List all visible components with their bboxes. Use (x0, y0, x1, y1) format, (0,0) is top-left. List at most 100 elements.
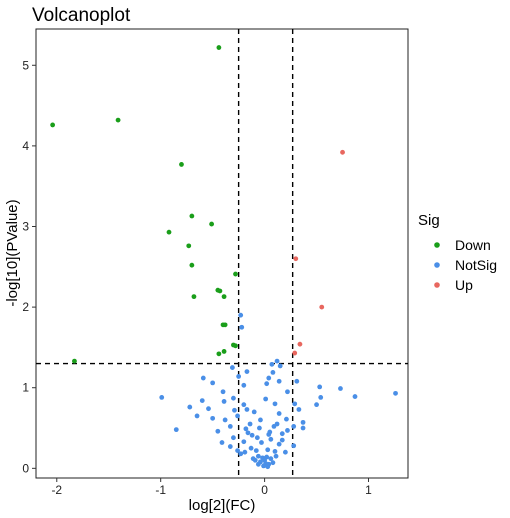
point-notsig-68 (272, 448, 278, 454)
point-notsig-21 (318, 394, 324, 400)
point-notsig-32 (187, 404, 193, 410)
x-tick-label-1: -1 (155, 483, 166, 497)
point-notsig-14 (294, 378, 300, 384)
point-down-4 (189, 213, 195, 219)
point-down-11 (217, 288, 223, 294)
x-tick-label-2: 0 (261, 483, 268, 497)
point-notsig-62 (276, 441, 282, 447)
point-notsig-35 (235, 413, 240, 419)
point-notsig-80 (261, 463, 266, 469)
point-notsig-28 (272, 401, 278, 407)
point-notsig-61 (268, 436, 274, 442)
point-notsig-33 (206, 406, 211, 412)
point-notsig-93 (267, 429, 273, 435)
point-notsig-0 (238, 312, 244, 318)
legend-items: Down NotSig Up (434, 237, 497, 293)
y-tick-label-1: 1 (22, 381, 29, 395)
point-notsig-26 (244, 407, 250, 412)
point-down-13 (221, 294, 227, 300)
point-notsig-56 (215, 428, 221, 434)
point-notsig-7 (236, 374, 242, 379)
x-axis: -2 -1 0 1 (51, 478, 372, 497)
legend-swatch-notsig (434, 262, 440, 268)
x-tick-label-0: -2 (51, 483, 62, 497)
point-notsig-55 (173, 427, 179, 433)
point-up-1 (293, 256, 299, 262)
plot-panel (35, 28, 409, 479)
point-notsig-25 (241, 402, 247, 408)
point-notsig-85 (250, 456, 256, 462)
point-notsig-41 (194, 413, 200, 419)
point-notsig-22 (199, 398, 205, 404)
point-notsig-29 (292, 401, 298, 407)
point-notsig-87 (282, 449, 288, 455)
point-notsig-3 (269, 361, 275, 367)
point-notsig-50 (249, 432, 255, 438)
legend-swatch-down (434, 242, 440, 248)
point-notsig-2 (274, 358, 280, 364)
point-notsig-92 (220, 389, 226, 395)
point-notsig-63 (219, 440, 225, 445)
point-down-12 (191, 294, 197, 300)
point-notsig-16 (317, 384, 323, 390)
point-down-0 (50, 122, 56, 128)
point-notsig-30 (296, 407, 302, 412)
x-tick-label-3: 1 (365, 483, 372, 497)
point-down-6 (209, 221, 215, 227)
point-up-0 (340, 149, 345, 155)
point-notsig-40 (284, 416, 289, 422)
point-down-20 (72, 358, 77, 364)
point-notsig-12 (264, 381, 270, 387)
point-notsig-60 (259, 440, 264, 445)
threshold-lines (36, 29, 408, 478)
point-up-2 (319, 304, 325, 310)
legend-label-down: Down (455, 237, 491, 253)
point-down-15 (222, 322, 228, 328)
x-axis-title: log[2](FC) (189, 497, 256, 514)
point-notsig-65 (248, 445, 254, 451)
point-down-1 (115, 117, 121, 123)
point-notsig-66 (253, 448, 259, 453)
legend-label-notsig: NotSig (455, 257, 497, 273)
point-notsig-82 (262, 457, 268, 463)
point-notsig-75 (268, 456, 274, 462)
y-tick-label-0: 0 (22, 461, 29, 475)
point-notsig-1 (239, 324, 245, 330)
point-notsig-13 (276, 378, 282, 384)
point-down-5 (166, 229, 172, 235)
point-notsig-5 (229, 365, 235, 370)
point-notsig-43 (243, 426, 249, 432)
legend-title: Sig (418, 212, 440, 229)
point-notsig-88 (235, 448, 240, 453)
point-notsig-84 (270, 460, 276, 466)
point-up-4 (292, 350, 298, 356)
point-up-3 (297, 341, 303, 347)
point-down-3 (179, 162, 184, 167)
point-down-17 (233, 343, 238, 349)
point-notsig-45 (274, 421, 280, 427)
y-tick-label-4: 4 (22, 139, 29, 153)
point-notsig-4 (277, 363, 283, 369)
point-notsig-17 (338, 386, 343, 391)
point-notsig-36 (222, 417, 228, 423)
point-notsig-37 (251, 409, 257, 415)
legend-label-up: Up (455, 277, 473, 293)
point-notsig-91 (285, 389, 290, 395)
point-notsig-8 (270, 370, 276, 375)
point-notsig-59 (254, 435, 260, 441)
point-notsig-11 (210, 380, 216, 386)
point-notsig-27 (263, 396, 269, 402)
chart-title: Volcanoplot (32, 5, 131, 26)
legend-swatch-up (434, 282, 440, 288)
point-notsig-48 (227, 424, 233, 429)
y-tick-label-2: 2 (22, 300, 29, 314)
point-notsig-20 (159, 394, 165, 400)
point-down-9 (233, 271, 238, 277)
point-notsig-89 (291, 443, 297, 449)
point-notsig-49 (245, 430, 251, 436)
point-notsig-52 (279, 431, 285, 437)
y-axis-title: -log[10](PValue) (4, 199, 21, 306)
point-notsig-71 (279, 437, 285, 443)
